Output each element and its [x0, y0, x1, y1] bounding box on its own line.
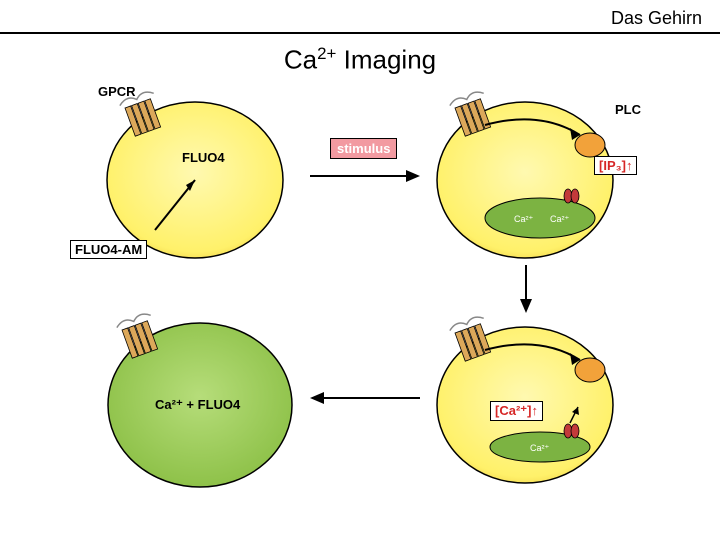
fluo4am-label: FLUO4-AM — [70, 240, 147, 259]
header-rule — [0, 32, 720, 34]
svg-text:Ca²⁺: Ca²⁺ — [530, 443, 550, 453]
arrow-right-icon — [310, 168, 420, 184]
cell-bottom-left: Ca²⁺ + FLUO4 — [100, 315, 290, 485]
ca-fluo-label: Ca²⁺ + FLUO4 — [155, 397, 240, 413]
svg-text:Ca²⁺: Ca²⁺ — [550, 214, 570, 224]
gpcr-label: GPCR — [98, 84, 136, 99]
ca-up-label: [Ca²⁺]↑ — [490, 401, 543, 421]
ip3-label: [IP₃]↑ — [594, 156, 637, 175]
cell-top-right: Ca²⁺ Ca²⁺ PLC [IP₃]↑ — [430, 90, 620, 260]
diagram-stage: GPCR FLUO4 FLUO4-AM stimulus — [60, 90, 660, 520]
title-suffix: Imaging — [336, 45, 436, 75]
title-super: 2+ — [317, 44, 336, 63]
page-title: Ca2+ Imaging — [0, 44, 720, 76]
cell-top-left: GPCR FLUO4 FLUO4-AM — [100, 90, 290, 260]
cell-bottom-right: Ca²⁺ [Ca²⁺]↑ — [430, 315, 620, 485]
arrow-left-icon — [310, 390, 420, 406]
page-header: Das Gehirn — [611, 8, 702, 29]
arrow-down-icon — [518, 265, 534, 313]
plc-label: PLC — [615, 102, 641, 117]
fluo4-label: FLUO4 — [182, 150, 225, 165]
stimulus-label: stimulus — [330, 138, 397, 159]
svg-text:Ca²⁺: Ca²⁺ — [514, 214, 534, 224]
title-prefix: Ca — [284, 45, 317, 75]
